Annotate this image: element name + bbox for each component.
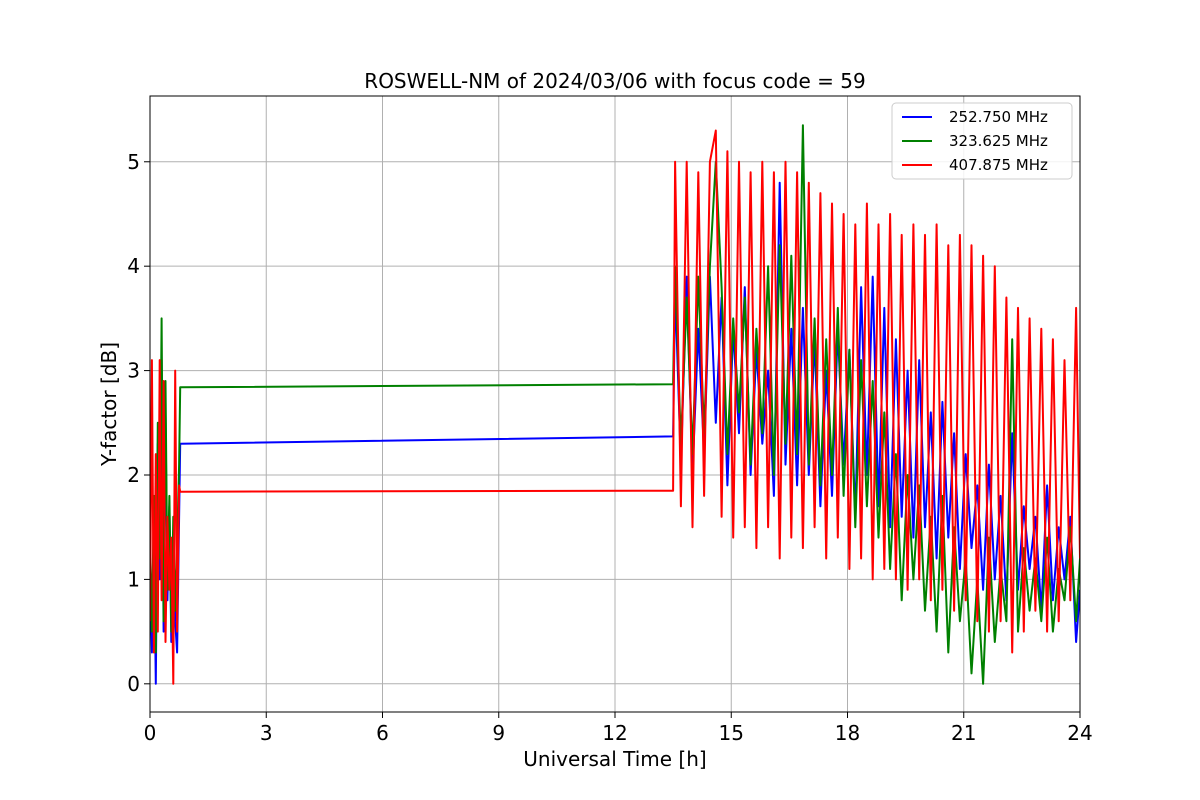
legend: 252.750 MHz 323.625 MHz 407.875 MHz [891, 102, 1073, 180]
y-tick-label: 3 [127, 359, 140, 383]
x-tick-label: 18 [835, 721, 860, 745]
series-layer [150, 124, 1080, 685]
x-tick-label: 0 [144, 721, 157, 745]
y-tick-label: 2 [127, 463, 140, 487]
y-axis-label: Y-factor [dB] [97, 342, 121, 467]
x-tick-label: 24 [1067, 721, 1092, 745]
y-tick-label: 5 [127, 150, 140, 174]
y-tick-label: 4 [127, 254, 140, 278]
legend-label-2: 323.625 MHz [949, 132, 1048, 150]
x-axis-label: Universal Time [h] [523, 747, 706, 771]
x-tick-label: 15 [719, 721, 744, 745]
x-tick-label: 12 [602, 721, 627, 745]
series-line-3 [150, 129, 1080, 685]
x-tick-label: 21 [951, 721, 976, 745]
y-tick-label: 1 [127, 567, 140, 591]
x-tick-label: 3 [260, 721, 273, 745]
y-tick-label: 0 [127, 672, 140, 696]
x-tick-label: 9 [492, 721, 505, 745]
x-tick-label: 6 [376, 721, 389, 745]
legend-box [891, 102, 1073, 180]
chart-title: ROSWELL-NM of 2024/03/06 with focus code… [364, 69, 865, 93]
legend-label-3: 407.875 MHz [949, 156, 1048, 174]
legend-label-1: 252.750 MHz [949, 108, 1048, 126]
